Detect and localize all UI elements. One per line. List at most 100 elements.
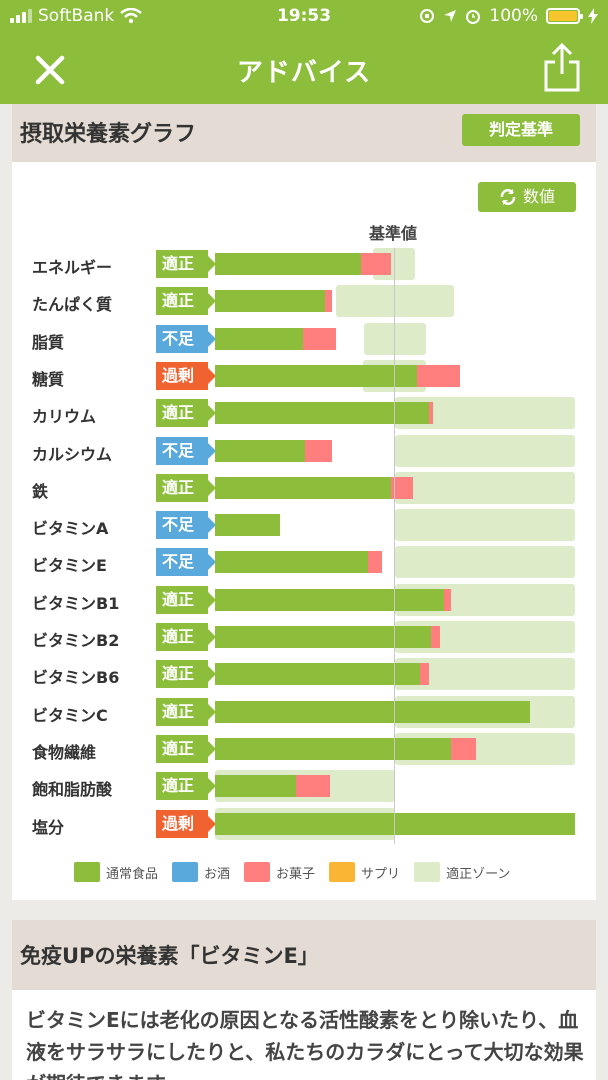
close-icon[interactable]	[28, 48, 72, 92]
chart-row: ビタミンB2 適正	[12, 621, 596, 653]
status-badge: 適正	[156, 473, 216, 502]
status-time: 19:53	[276, 6, 332, 26]
status-badge: 適正	[156, 697, 216, 726]
bar-regular-food	[215, 551, 368, 574]
bar-sweets	[450, 737, 476, 760]
bar-sweets	[416, 364, 460, 387]
bar-regular-food	[215, 626, 431, 648]
nutrient-label: たんぱく質	[32, 295, 113, 315]
bar-regular-food	[215, 402, 430, 425]
chart-row: エネルギー 適正	[12, 248, 596, 280]
location-icon	[444, 10, 457, 22]
legend-swatch	[329, 862, 356, 882]
bar-sweets	[368, 551, 383, 574]
bar-sweets	[305, 439, 332, 462]
refresh-icon	[500, 189, 516, 205]
nutrient-label: ビタミンB2	[32, 631, 120, 650]
zone-bar	[395, 509, 575, 542]
chart-row: ビタミンB6 適正	[12, 658, 596, 691]
bar-regular-food	[215, 476, 392, 499]
signal-icon	[10, 9, 32, 23]
status-badge: 不足	[156, 436, 216, 465]
bar-regular-food	[215, 290, 325, 313]
article-body: ビタミンEには老化の原因となる活性酸素をとり除いたり、血液をサラサラにしたりと、…	[12, 990, 596, 1080]
chart-row: ビタミンA 不足	[12, 509, 596, 542]
graph-title: 摂取栄養素グラフ	[20, 122, 197, 147]
nutrient-label: ビタミンC	[32, 705, 108, 725]
legend-swatch	[74, 862, 100, 882]
chart-row: カリウム 適正	[12, 397, 596, 430]
status-bar: SoftBank 19:53 100%	[0, 0, 608, 34]
legend-item: お菓子	[244, 862, 315, 882]
nutrient-chart: 数値 基準値 エネルギー 適正 たんぱく質 適正 脂質 不足 糖質 過剰 カリウム 適正 カルシウム…	[12, 162, 596, 900]
baseline-label: 基準値	[368, 224, 417, 243]
status-badge: 適正	[156, 734, 216, 763]
chart-row: ビタミンC 適正	[12, 695, 596, 728]
bar-sweets	[443, 588, 451, 611]
status-badge: 適正	[156, 585, 216, 614]
status-badge: 適正	[156, 287, 216, 316]
legend-label: サプリ	[361, 866, 401, 882]
nutrient-label: 脂質	[32, 332, 65, 352]
bar-sweets	[296, 775, 331, 798]
bar-sweets	[303, 327, 336, 350]
legend-label: お菓子	[276, 866, 316, 882]
legend-label: 適正ゾーン	[446, 866, 511, 882]
wifi-icon	[120, 8, 143, 24]
legend-swatch	[172, 862, 199, 882]
status-badge: 適正	[156, 399, 216, 428]
bar-regular-food	[215, 812, 575, 835]
legend-item: お酒	[172, 862, 230, 882]
carrier-group: SoftBank	[10, 6, 143, 26]
chart-row: 糖質 過剰	[12, 359, 596, 392]
zone-bar	[395, 471, 575, 504]
nutrient-label: 飽和脂肪酸	[32, 780, 113, 800]
chart-row: 飽和脂肪酸 適正	[12, 770, 596, 803]
nutrient-label: ビタミンE	[32, 556, 107, 576]
bar-sweets	[391, 476, 413, 499]
nutrient-label: ビタミンB6	[32, 668, 120, 688]
bar-sweets	[429, 402, 433, 425]
share-icon[interactable]	[540, 42, 584, 94]
section-title: 免疫UPの栄養素「ビタミンE」	[20, 944, 319, 968]
status-right: 100%	[419, 6, 598, 26]
legend-item: サプリ	[329, 862, 400, 882]
chart-row: ビタミンB1 適正	[12, 583, 596, 616]
value-toggle-button[interactable]: 数値	[478, 182, 576, 212]
bar-regular-food	[215, 700, 530, 723]
legend-label: 通常食品	[106, 866, 159, 882]
nutrient-label: エネルギー	[32, 258, 113, 277]
nutrient-label: 塩分	[32, 817, 65, 837]
status-badge: 過剰	[156, 361, 216, 390]
bar-regular-food	[215, 775, 296, 798]
alarm-icon	[466, 10, 481, 24]
bar-regular-food	[215, 439, 305, 462]
chart-legend: 通常食品 お酒 お菓子 サプリ 適正ゾーン	[74, 862, 510, 882]
status-badge: 不足	[156, 324, 216, 353]
nutrient-label: ビタミンB1	[32, 593, 120, 613]
legend-item: 適正ゾーン	[414, 862, 510, 882]
nutrient-label: 鉄	[32, 481, 49, 501]
nutrient-label: 糖質	[32, 369, 65, 389]
nutrient-label: カルシウム	[32, 444, 113, 464]
status-badge: 過剰	[156, 809, 216, 838]
page-title: アドバイス	[236, 58, 372, 88]
status-badge: 不足	[156, 511, 216, 540]
section-header: 免疫UPの栄養素「ビタミンE」	[12, 920, 596, 990]
value-button-label: 数値	[522, 187, 555, 206]
bar-regular-food	[215, 253, 361, 275]
nutrient-label: カリウム	[32, 407, 97, 427]
status-badge: 適正	[156, 250, 216, 278]
legend-label: お酒	[204, 866, 231, 882]
charging-icon	[588, 8, 598, 24]
bar-sweets	[324, 290, 332, 313]
nav-bar: アドバイス	[0, 34, 608, 104]
nutrient-label: ビタミンA	[32, 519, 109, 539]
criteria-button[interactable]: 判定基準	[462, 114, 580, 146]
chart-row: たんぱく質 適正	[12, 285, 596, 318]
bar-sweets	[431, 626, 440, 648]
status-badge: 適正	[156, 772, 216, 801]
bar-regular-food	[215, 588, 444, 611]
chart-row: ビタミンE 不足	[12, 546, 596, 579]
chart-row: 塩分 過剰	[12, 807, 596, 840]
